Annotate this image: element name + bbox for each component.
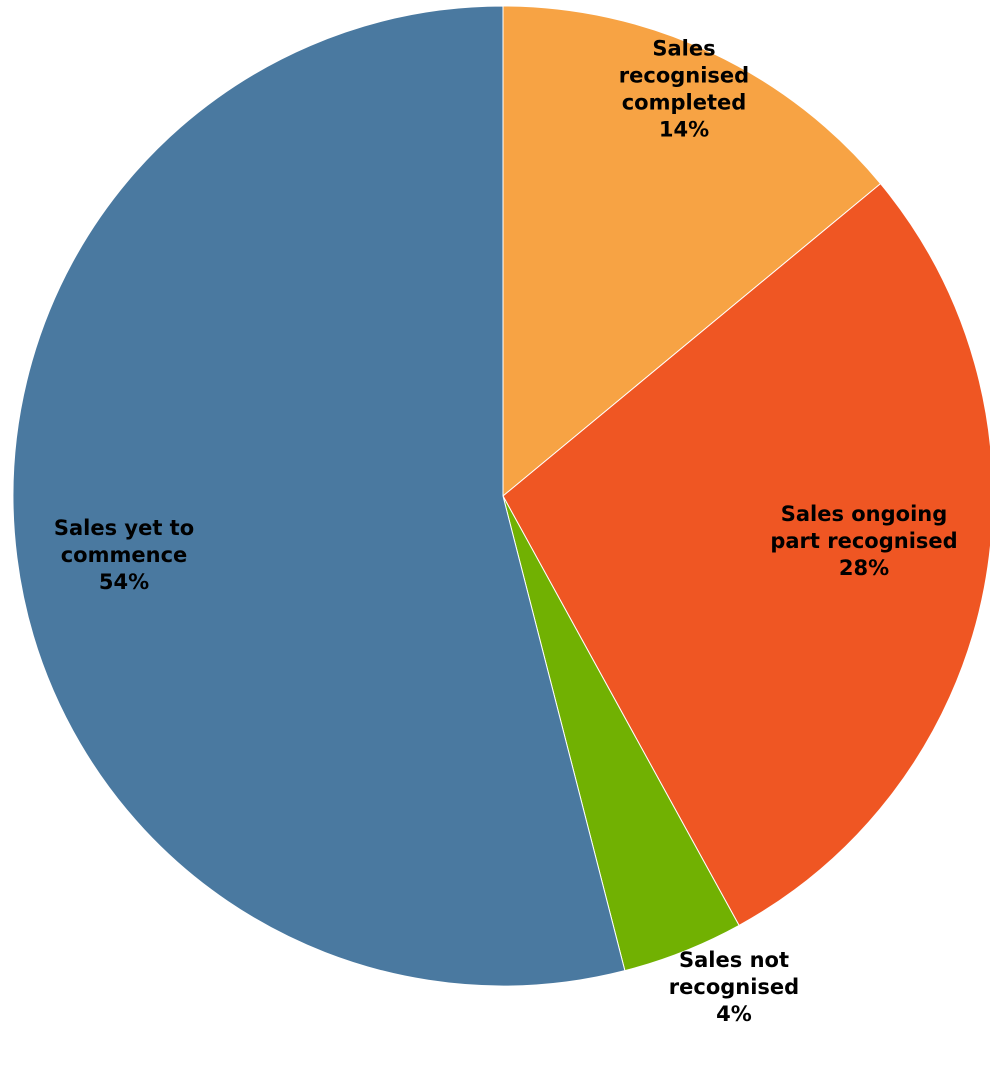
- slice-percent-label: 14%: [659, 118, 709, 142]
- slice-label: Sales yet to commence 54%: [54, 516, 194, 594]
- slice-name-line: recognised: [669, 975, 799, 999]
- slice-percent-label: 54%: [99, 570, 149, 594]
- pie-slice: [12, 5, 626, 987]
- slice-percent-label: 28%: [839, 556, 889, 580]
- slice-name-line: recognised: [619, 64, 749, 88]
- slice-label: Sales ongoing part recognised 28%: [770, 502, 957, 580]
- pie-slice: [502, 182, 990, 927]
- slice-name-line: Sales yet to: [54, 516, 194, 540]
- slice-label: Sales not recognised 4%: [669, 948, 799, 1026]
- slice-name-line: completed: [622, 91, 747, 115]
- slice-label: Sales recognised completed 14%: [619, 37, 749, 142]
- pie-slices: [12, 5, 990, 987]
- slice-name-line: commence: [61, 543, 188, 567]
- pie-labels: Sales recognised completed 14% Sales ongoing…: [54, 37, 958, 1027]
- pie-slice: [502, 5, 882, 498]
- slice-name-line: Sales not: [679, 948, 789, 972]
- slice-name-line: part recognised: [770, 529, 957, 553]
- slice-percent-label: 4%: [716, 1002, 752, 1026]
- slice-name-line: Sales ongoing: [781, 502, 948, 526]
- slice-name-line: Sales: [652, 37, 715, 61]
